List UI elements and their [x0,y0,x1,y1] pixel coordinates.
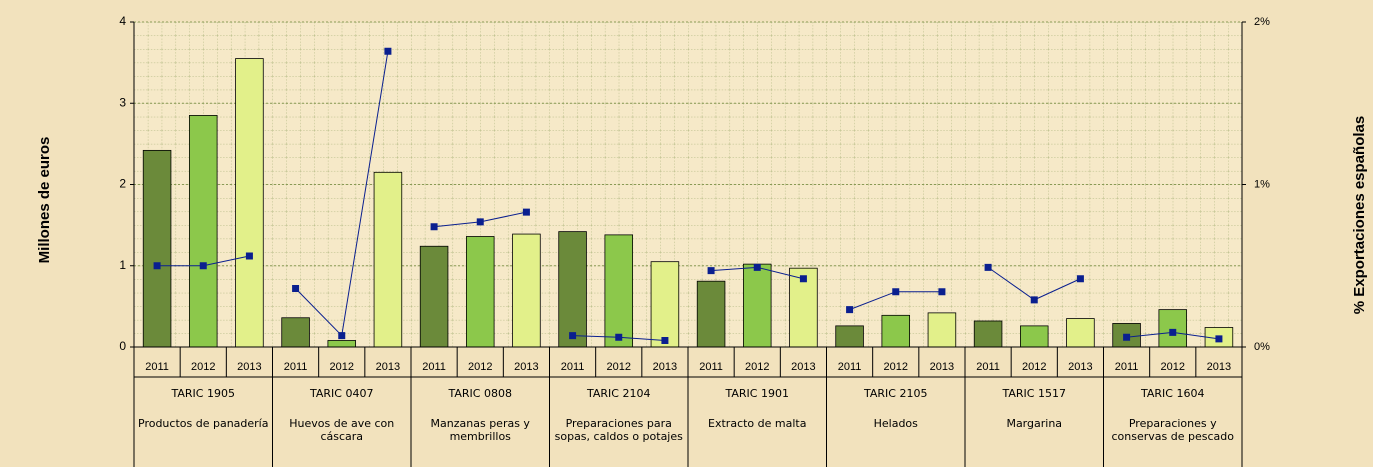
x-tick-label: 2012 [745,361,769,373]
bar [1020,325,1049,348]
x-tick-label: 2013 [653,361,677,373]
bar [835,325,864,348]
x-tick-label: 2012 [607,361,631,373]
line-marker [292,285,300,292]
group-code: TARIC 1901 [726,387,789,400]
bar [327,340,356,348]
group-name: Preparaciones para sopas, caldos o potaj… [555,417,683,443]
line-marker [799,275,807,283]
line-marker [707,267,715,275]
line-marker [245,252,253,260]
y-tick-label: 2 [119,177,126,191]
line-marker [1030,296,1038,304]
x-tick-label: 2011 [838,361,862,373]
line-marker [984,263,992,271]
line-marker [1076,275,1084,283]
y-tick-label: 0 [119,339,126,353]
x-tick-label: 2012 [330,361,354,373]
bar [696,280,726,348]
bar [743,263,772,348]
group-name: Manzanas peras y membrillos [431,417,530,443]
group-name: Productos de panadería [138,417,268,430]
bar [650,261,680,348]
group-name: Margarina [1006,417,1062,430]
x-tick-label: 2011 [422,361,446,373]
line-marker [1215,335,1223,343]
bar [512,233,541,348]
y2-tick-label: 1% [1254,178,1270,190]
x-tick-label: 2012 [1022,361,1046,373]
line-marker [430,223,438,231]
y-tick-label: 4 [119,14,126,28]
bar [465,236,495,348]
x-tick-label: 2013 [1207,361,1231,373]
x-tick-label: 2013 [237,361,261,373]
x-tick-label: 2012 [884,361,908,373]
line-marker [892,288,900,296]
x-tick-label: 2011 [561,361,585,373]
x-tick-label: 2013 [791,361,815,373]
bar [281,317,310,348]
y2-tick-label: 2% [1254,16,1270,28]
group-code: TARIC 1517 [1003,387,1066,400]
line-marker [476,218,484,226]
group-name: Extracto de malta [708,417,806,430]
y-tick-label: 1 [119,258,126,272]
bar [1066,318,1095,348]
line-marker [1123,333,1131,341]
group-code: TARIC 2105 [864,387,927,400]
line-marker [153,262,161,270]
x-tick-label: 2011 [699,361,723,373]
bar [604,234,634,348]
bar [1158,309,1188,348]
bar [558,231,587,348]
group-name: Helados [874,417,918,430]
bar [188,115,218,348]
x-tick-label: 2013 [930,361,954,373]
bar [881,314,911,348]
group-name: Huevos de ave con cáscara [289,417,394,443]
group-code: TARIC 2104 [587,387,650,400]
group-code: TARIC 0407 [310,387,373,400]
line-marker [199,262,207,270]
y2-tick-label: 0% [1254,341,1270,353]
line-marker [846,306,854,314]
bar [142,149,172,348]
line-marker [938,288,946,296]
bar [927,312,957,348]
x-tick-label: 2011 [976,361,1000,373]
line-marker [569,332,577,340]
x-tick-label: 2011 [284,361,308,373]
group-code: TARIC 1604 [1141,387,1204,400]
group-code: TARIC 1905 [172,387,235,400]
x-tick-label: 2011 [145,361,169,373]
x-tick-label: 2013 [376,361,400,373]
group-code: TARIC 0808 [449,387,512,400]
line-marker [615,333,623,341]
bar [419,245,449,348]
line-marker [338,332,346,340]
y-axis-title: Millones de euros [36,137,53,264]
x-tick-label: 2012 [1161,361,1185,373]
bar [235,58,264,348]
x-tick-label: 2012 [191,361,215,373]
group-name: Preparaciones y conservas de pescado [1112,417,1234,443]
y2-axis-title: % Exportaciones españolas [1351,116,1368,314]
line-marker [384,47,392,55]
x-tick-label: 2011 [1115,361,1139,373]
line-marker [661,337,669,344]
x-tick-label: 2012 [468,361,492,373]
x-tick-label: 2013 [514,361,538,373]
bar [373,171,403,348]
line-marker [522,208,530,216]
line-marker [753,263,761,271]
y-tick-label: 3 [119,95,126,109]
x-tick-label: 2013 [1068,361,1092,373]
bar [973,320,1003,348]
line-marker [1169,328,1177,336]
